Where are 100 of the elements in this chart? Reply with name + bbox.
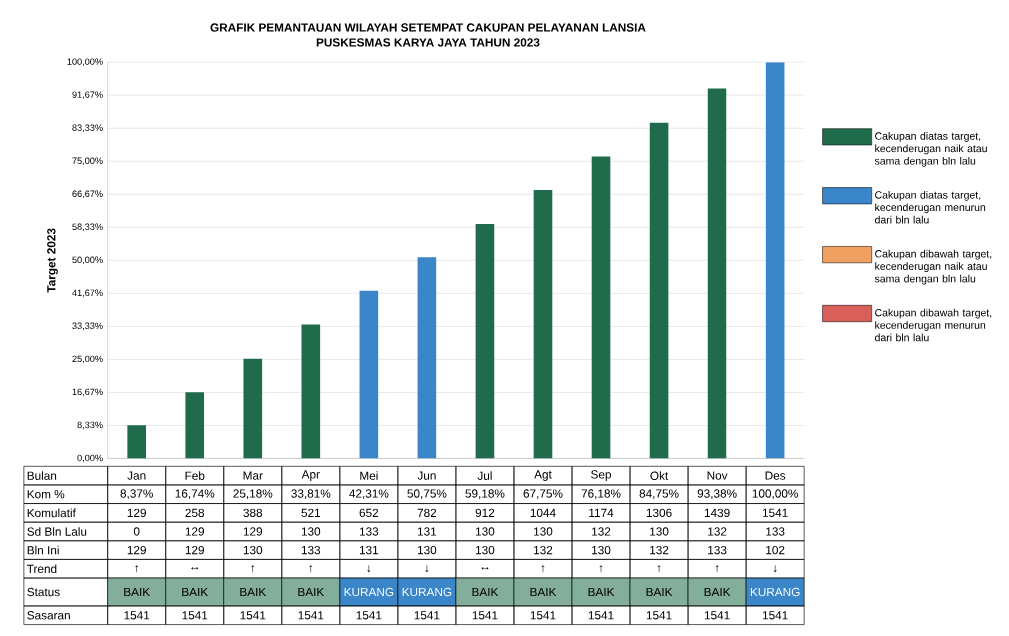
bar bbox=[185, 392, 205, 459]
bar bbox=[243, 358, 263, 459]
data-label: 16,74% bbox=[175, 489, 215, 500]
x-tick-label: Nov bbox=[707, 471, 728, 480]
data-label: 25,18% bbox=[233, 489, 273, 500]
text: BAIK bbox=[588, 588, 615, 597]
y-tick-label: 0,00% bbox=[77, 454, 103, 463]
text: 131 bbox=[359, 546, 379, 555]
y-tick-label: 58,33% bbox=[72, 223, 103, 232]
text: KURANG bbox=[402, 587, 452, 597]
text: 132 bbox=[534, 546, 553, 555]
text: 133 bbox=[359, 527, 379, 536]
text: BAIK bbox=[240, 588, 267, 597]
bar bbox=[359, 290, 379, 459]
text: 1044 bbox=[530, 508, 556, 518]
y-tick-label: 75,00% bbox=[72, 157, 103, 166]
text: BAIK bbox=[298, 588, 325, 597]
text: 1541 bbox=[298, 611, 324, 620]
x-tick-label: Feb bbox=[185, 471, 205, 481]
x-tick-label: Agt bbox=[534, 470, 552, 481]
text: 102 bbox=[766, 546, 785, 555]
text: ↔ bbox=[191, 567, 199, 570]
text: 1439 bbox=[704, 508, 730, 518]
bar bbox=[591, 156, 611, 459]
text: Sasaran bbox=[27, 611, 70, 620]
bar bbox=[533, 190, 553, 459]
y-tick-label: 66,67% bbox=[72, 190, 103, 199]
text: ↓ bbox=[367, 565, 371, 573]
text: ↑ bbox=[135, 565, 139, 573]
data-label: 50,75% bbox=[407, 489, 447, 500]
text: 1174 bbox=[589, 508, 614, 518]
text: 130 bbox=[476, 527, 495, 536]
text: 132 bbox=[708, 527, 727, 536]
text: 130 bbox=[534, 527, 553, 536]
text: 652 bbox=[359, 508, 379, 518]
text: BAIK bbox=[472, 588, 499, 597]
text: Sd Bln Lalu bbox=[27, 527, 87, 536]
bar bbox=[301, 324, 321, 459]
y-tick-label: 91,67% bbox=[72, 91, 103, 100]
legend-label: Cakupan dibawah target, kecenderugan menurun dari bln lalu bbox=[875, 308, 992, 342]
text: BAIK bbox=[182, 588, 209, 597]
text: 132 bbox=[650, 546, 669, 555]
text: 129 bbox=[127, 546, 146, 555]
text: ↑ bbox=[309, 565, 313, 573]
text: 1541 bbox=[414, 611, 440, 620]
text: KURANG bbox=[344, 587, 394, 597]
text: 0 bbox=[133, 527, 140, 536]
text: 132 bbox=[592, 527, 611, 536]
text: 130 bbox=[301, 527, 321, 536]
bar bbox=[765, 62, 785, 459]
bar bbox=[707, 88, 727, 459]
text: KURANG bbox=[750, 587, 800, 597]
text: 782 bbox=[417, 508, 437, 518]
data-label: 100,00% bbox=[752, 489, 798, 500]
data-label: 93,38% bbox=[697, 489, 737, 500]
text: 130 bbox=[243, 546, 263, 555]
text: 130 bbox=[417, 546, 437, 555]
text: 129 bbox=[243, 527, 263, 536]
text: 129 bbox=[185, 527, 204, 536]
y-tick-label: 33,33% bbox=[72, 322, 103, 331]
data-label: 8,37% bbox=[120, 489, 153, 500]
data-label: 76,18% bbox=[581, 489, 621, 500]
x-tick-label: Sep bbox=[591, 470, 611, 482]
text: 1541 bbox=[762, 611, 788, 620]
bar bbox=[417, 257, 437, 459]
text: 912 bbox=[475, 508, 495, 518]
data-label: 59,18% bbox=[465, 489, 505, 500]
text: 133 bbox=[708, 546, 727, 555]
y-tick-label: 8,33% bbox=[77, 421, 103, 430]
text: ↑ bbox=[715, 565, 719, 573]
x-tick-label: Des bbox=[765, 471, 786, 480]
text: BAIK bbox=[646, 588, 673, 597]
text: 130 bbox=[650, 527, 669, 536]
text: ↑ bbox=[541, 565, 545, 573]
x-tick-label: Jun bbox=[417, 471, 436, 480]
data-label: 67,75% bbox=[523, 489, 563, 500]
text: 1541 bbox=[646, 611, 672, 620]
text: 1541 bbox=[240, 611, 266, 620]
text: 130 bbox=[592, 546, 611, 555]
bar bbox=[649, 122, 669, 459]
text: Bln Ini bbox=[27, 545, 59, 555]
y-tick-label: 50,00% bbox=[72, 256, 103, 265]
x-tick-label: Mei bbox=[360, 471, 378, 481]
text: ↑ bbox=[657, 565, 661, 573]
text: 1541 bbox=[704, 611, 730, 620]
text: 1541 bbox=[124, 611, 150, 620]
bar bbox=[475, 224, 495, 459]
text: 130 bbox=[476, 546, 495, 555]
text: 1541 bbox=[472, 611, 498, 620]
text: 1541 bbox=[530, 611, 556, 620]
text: 1541 bbox=[182, 611, 208, 620]
legend-label: Cakupan dibawah target, kecenderugan naik atau sama dengan bln lalu bbox=[874, 249, 992, 285]
text: Komulatif bbox=[27, 508, 76, 518]
text: ↓ bbox=[773, 565, 777, 573]
text: BAIK bbox=[704, 588, 731, 597]
y-tick-label: 41,67% bbox=[72, 289, 103, 298]
text: 1541 bbox=[356, 611, 382, 620]
text: 129 bbox=[185, 546, 204, 555]
text: ↑ bbox=[251, 565, 255, 573]
y-axis-title: Target 2023 bbox=[47, 228, 58, 293]
